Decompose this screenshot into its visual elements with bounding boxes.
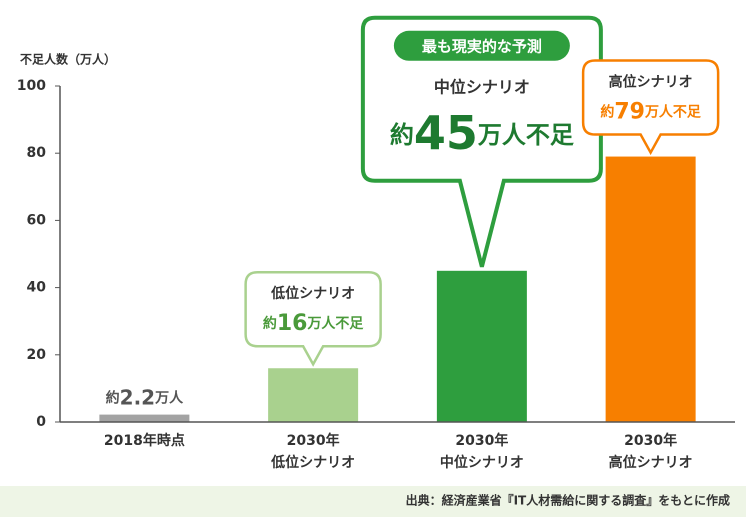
y-tick-label: 100 xyxy=(17,78,46,94)
value-label: 約2.2万人 xyxy=(106,385,184,409)
callout-title: 高位シナリオ xyxy=(609,74,693,91)
y-tick-label: 80 xyxy=(27,145,47,161)
bar xyxy=(99,414,190,422)
value-label: 約45万人不足 xyxy=(390,105,574,159)
callout-title: 低位シナリオ xyxy=(270,285,355,302)
x-tick-label: 2030年高位シナリオ xyxy=(609,432,693,471)
callout-box xyxy=(360,15,603,268)
value-label: 約16万人不足 xyxy=(263,311,365,336)
y-tick-label: 0 xyxy=(36,414,46,430)
bar xyxy=(268,368,359,422)
y-axis-title: 不足人数（万人） xyxy=(20,52,116,67)
x-tick-label: 2030年低位シナリオ xyxy=(270,432,355,471)
source-note: 出典：経済産業省『IT人材需給に関する調査』をもとに作成 xyxy=(406,493,730,508)
bar xyxy=(605,156,696,422)
badge-text: 最も現実的な予測 xyxy=(422,37,542,55)
callout-box xyxy=(581,59,720,156)
callout-box xyxy=(244,270,382,367)
bar xyxy=(436,270,527,422)
x-tick-label: 2018年時点 xyxy=(104,432,185,449)
footer-band xyxy=(0,486,746,517)
x-tick-label: 2030年中位シナリオ xyxy=(440,432,524,471)
y-tick-label: 20 xyxy=(27,347,47,363)
value-label: 約79万人不足 xyxy=(600,100,702,125)
y-tick-label: 60 xyxy=(27,212,47,228)
badge xyxy=(393,30,570,61)
callout-title: 中位シナリオ xyxy=(434,77,530,96)
y-tick-label: 40 xyxy=(27,280,47,296)
